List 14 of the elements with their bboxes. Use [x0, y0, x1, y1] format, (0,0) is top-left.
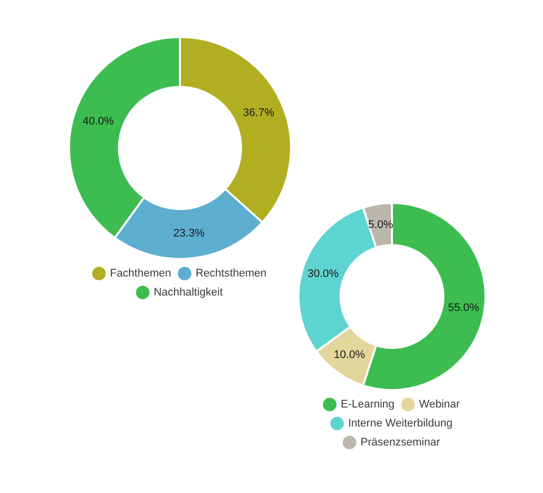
data-label: 40.0% [82, 115, 114, 128]
legend-label: Fachthemen [110, 268, 172, 280]
legend-label: Webinar [419, 398, 460, 411]
data-label: 55.0% [448, 302, 480, 314]
data-label: 30.0% [307, 268, 339, 280]
data-label: 5.0% [368, 218, 394, 231]
legend-label: Nachhaltigkeit [154, 286, 223, 299]
data-label: 36.7% [243, 107, 274, 120]
legend-label: Interne Weiterbildung [348, 418, 452, 430]
legend-label: E-Learning [340, 398, 395, 411]
data-label: 23.3% [173, 228, 205, 240]
legend-label: Rechtsthemen [196, 268, 267, 280]
data-label: 10.0% [334, 349, 366, 362]
legend-label: Präsenzseminar [360, 436, 440, 449]
